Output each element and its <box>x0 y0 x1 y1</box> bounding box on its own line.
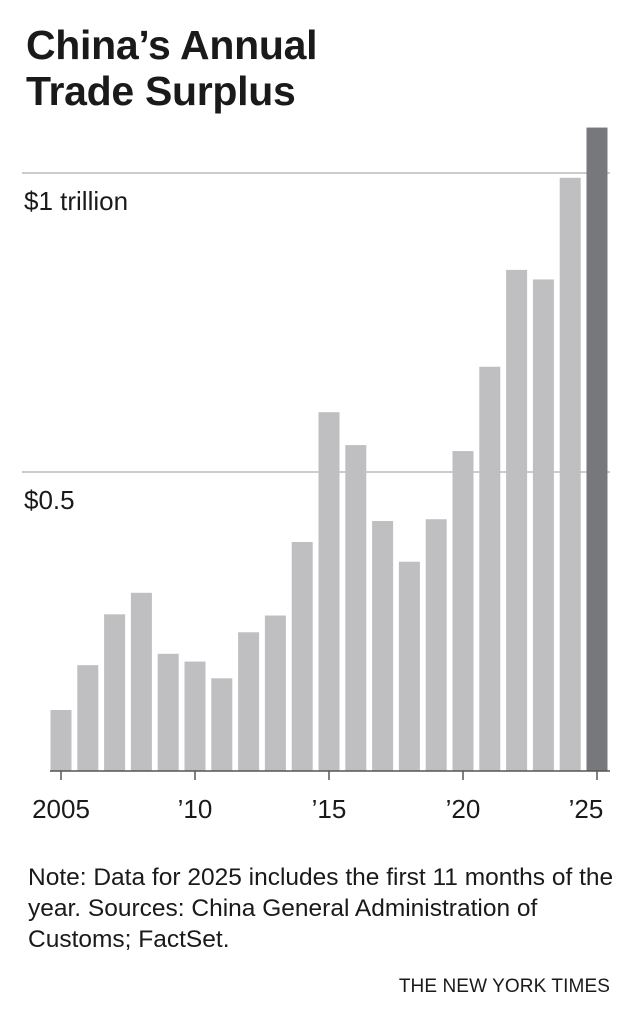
bar-2009 <box>157 653 179 771</box>
bar-2019 <box>425 519 447 771</box>
x-tick-label: ’20 <box>446 794 481 824</box>
bar-2007 <box>104 614 126 771</box>
bar-2011 <box>211 678 233 771</box>
y-tick-label: $0.5 <box>24 485 75 515</box>
bar-2014 <box>291 541 313 771</box>
bar-2020 <box>452 451 474 771</box>
trade-surplus-bar-chart: $0.5 $1 trillion 2005 ’10 ’15 ’20 ’25 <box>22 127 610 824</box>
x-tick-label: 2005 <box>32 794 90 824</box>
bar-2025 <box>586 127 608 771</box>
chart-title: China’s Annual Trade Surplus <box>26 22 317 114</box>
bar-2017 <box>372 521 394 771</box>
source-credit: THE NEW YORK TIMES <box>398 976 610 997</box>
bar-2016 <box>345 445 367 771</box>
bar-2005 <box>50 710 72 771</box>
x-tick-label: ’10 <box>178 794 213 824</box>
chart-title-line-1: China’s Annual <box>26 22 318 68</box>
bar-2013 <box>264 615 286 771</box>
bar-2022 <box>506 269 528 771</box>
chart-title-line-2: Trade Surplus <box>26 68 296 114</box>
bar-2012 <box>238 632 260 771</box>
bar-2008 <box>130 592 152 771</box>
bar-2006 <box>77 665 99 771</box>
bar-2021 <box>479 366 501 771</box>
bar-2010 <box>184 661 206 771</box>
bar-2023 <box>532 279 554 771</box>
bar-2018 <box>398 561 420 771</box>
chart-note: Note: Data for 2025 includes the first 1… <box>28 864 614 953</box>
y-tick-label: $1 trillion <box>24 186 128 216</box>
x-tick-label: ’25 <box>569 794 604 824</box>
bar-2024 <box>559 177 581 771</box>
bar-2015 <box>318 412 340 771</box>
x-tick-label: ’15 <box>312 794 347 824</box>
